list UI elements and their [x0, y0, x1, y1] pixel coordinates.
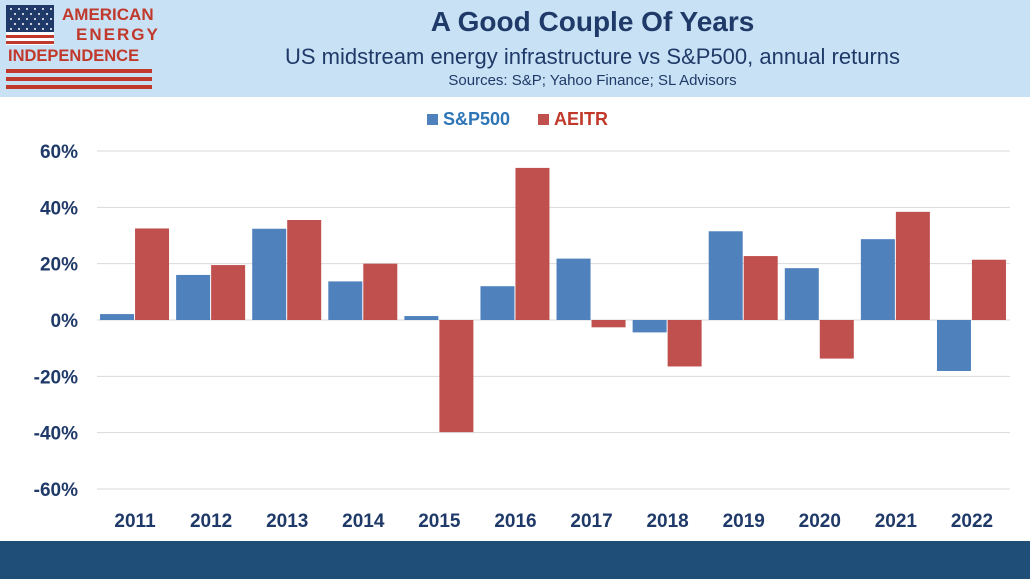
- bar-sp500-2018: [632, 320, 667, 333]
- bar-sp500-2015: [404, 316, 439, 320]
- y-tick-label: 20%: [40, 255, 78, 276]
- legend-swatch: [427, 114, 438, 125]
- logo-text-american: AMERICAN: [62, 5, 154, 24]
- footer-bar: [0, 541, 1030, 579]
- x-tick-label: 2012: [190, 511, 232, 532]
- bar-sp500-2020: [784, 268, 819, 320]
- bar-aeitr-2015: [439, 320, 474, 433]
- x-tick-label: 2021: [875, 511, 918, 532]
- bar-sp500-2011: [100, 314, 135, 320]
- x-tick-label: 2020: [799, 511, 841, 532]
- x-tick-label: 2011: [114, 511, 156, 532]
- y-tick-label: 60%: [40, 142, 78, 163]
- logo-stripe: [6, 77, 152, 81]
- sources-note: Sources: S&P; Yahoo Finance; SL Advisors: [448, 72, 737, 89]
- bar-aeitr-2018: [667, 320, 702, 367]
- bar-sp500-2013: [252, 228, 287, 320]
- bar-aeitr-2022: [971, 259, 1006, 320]
- bar-aeitr-2011: [135, 228, 170, 320]
- bar-aeitr-2021: [895, 211, 930, 320]
- bar-aeitr-2019: [743, 256, 778, 320]
- bar-aeitr-2020: [819, 320, 854, 359]
- bar-aeitr-2017: [591, 320, 626, 328]
- header-banner: AMERICAN ENERGY INDEPENDENCE A Good Coup…: [0, 0, 1030, 97]
- y-tick-label: -60%: [34, 480, 78, 501]
- x-tick-label: 2013: [266, 511, 308, 532]
- logo-stripe: [6, 85, 152, 89]
- page-title: A Good Couple Of Years: [430, 6, 755, 37]
- logo: AMERICAN ENERGY INDEPENDENCE: [6, 5, 158, 93]
- us-flag-icon: [6, 5, 54, 45]
- bar-sp500-2017: [556, 258, 591, 320]
- bar-aeitr-2013: [287, 220, 322, 320]
- y-tick-label: 40%: [40, 198, 78, 219]
- bar-aeitr-2014: [363, 263, 398, 320]
- legend-label: AEITR: [554, 109, 608, 129]
- x-tick-label: 2016: [494, 511, 536, 532]
- x-tick-label: 2015: [418, 511, 461, 532]
- logo-stripe: [6, 69, 152, 73]
- y-tick-label: -20%: [34, 367, 78, 388]
- legend-label: S&P500: [443, 109, 510, 129]
- bar-sp500-2016: [480, 286, 515, 320]
- bar-sp500-2014: [328, 281, 363, 320]
- bar-sp500-2012: [176, 274, 211, 320]
- bar-sp500-2019: [708, 231, 743, 320]
- bar-aeitr-2012: [211, 265, 246, 320]
- bar-chart: -60% -40% -20% 0% 20% 40% 60% 2011 2012 2013 2014 2…: [34, 109, 1010, 532]
- y-tick-label: -40%: [34, 424, 78, 445]
- logo-text-independence: INDEPENDENCE: [8, 47, 140, 65]
- x-tick-label: 2019: [723, 511, 765, 532]
- x-tick-label: 2017: [570, 511, 612, 532]
- x-tick-label: 2014: [342, 511, 385, 532]
- page-subtitle: US midstream energy infrastructure vs S&…: [284, 44, 901, 69]
- logo-text-energy: ENERGY: [76, 25, 160, 44]
- x-tick-label: 2018: [646, 511, 688, 532]
- bar-sp500-2022: [936, 320, 971, 371]
- x-tick-label: 2022: [951, 511, 993, 532]
- bar-sp500-2021: [860, 239, 895, 320]
- bar-aeitr-2016: [515, 167, 550, 320]
- y-tick-label: 0%: [51, 311, 79, 332]
- legend-swatch: [538, 114, 549, 125]
